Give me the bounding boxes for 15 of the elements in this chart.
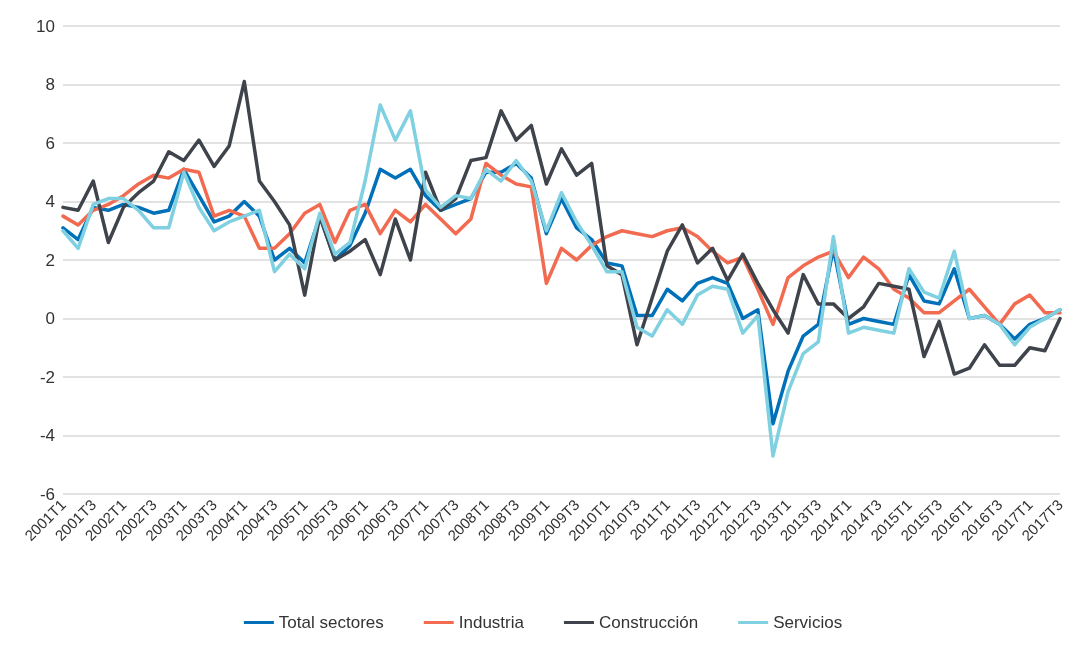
legend-label: Construcción (598, 613, 699, 632)
y-tick-label: -4 (39, 426, 55, 445)
legend-label: Industria (458, 613, 525, 632)
legend-label: Servicios (773, 613, 843, 632)
line-series (61, 103, 1062, 458)
line-series (61, 79, 1062, 376)
y-tick-label: -6 (39, 484, 55, 504)
y-tick-label: 2 (45, 250, 55, 270)
legend-label: Total sectores (278, 613, 384, 632)
y-tick-label: 6 (45, 133, 55, 153)
y-tick-label: 0 (45, 309, 55, 328)
y-tick-label: -2 (39, 367, 55, 387)
y-tick-label: 8 (45, 75, 55, 94)
y-tick-label: 10 (36, 16, 55, 36)
y-tick-label: 4 (45, 192, 55, 211)
